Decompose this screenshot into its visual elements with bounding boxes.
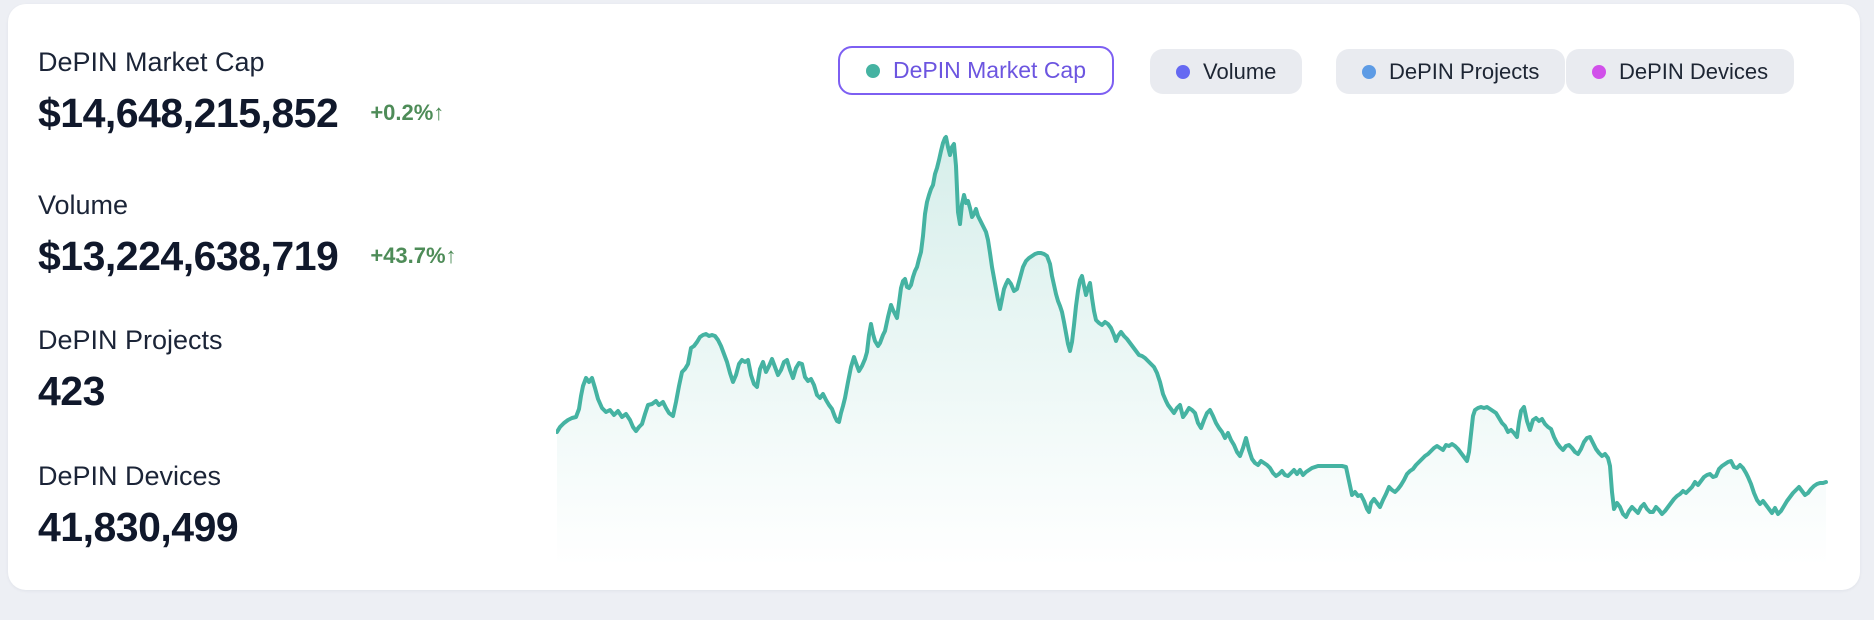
legend-button-devices-label: DePIN Devices [1619,58,1769,84]
volume-series-dot [1176,64,1190,79]
legend-button-projects[interactable]: DePIN Projects [1336,49,1566,94]
stat-projects-label: DePIN Projects [38,325,223,355]
stat-projects: DePIN Projects 423 [38,326,223,413]
stat-volume-label: Volume [38,190,129,220]
stat-volume: Volume $13,224,638,719 +43.7%↑ [38,191,457,278]
legend-button-market-cap[interactable]: DePIN Market Cap [838,46,1115,95]
projects-series-dot [1362,64,1376,79]
market-cap-area-chart[interactable] [556,102,1832,568]
legend-button-market-cap-label: DePIN Market Cap [893,57,1087,83]
legend-button-volume[interactable]: Volume [1150,49,1303,94]
legend-button-projects-label: DePIN Projects [1389,58,1540,84]
stat-devices-label: DePIN Devices [38,461,222,491]
chart-line [556,135,1828,519]
legend-button-volume-label: Volume [1203,58,1277,84]
devices-series-dot [1592,64,1606,79]
stat-market-cap-value: $14,648,215,852 [38,89,339,136]
stat-market-cap-label: DePIN Market Cap [38,47,265,77]
stat-volume-change: +43.7%↑ [370,243,457,269]
legend-button-devices[interactable]: DePIN Devices [1566,49,1795,94]
market-cap-series-dot [866,63,880,78]
stat-market-cap: DePIN Market Cap $14,648,215,852 +0.2%↑ [38,48,444,135]
chart-svg [556,135,1828,566]
stat-devices-value: 41,830,499 [38,503,239,550]
stat-volume-value: $13,224,638,719 [38,232,339,279]
stat-market-cap-change: +0.2%↑ [370,100,445,126]
market-overview-card: DePIN Market Cap $14,648,215,852 +0.2%↑ … [8,4,1860,590]
stat-devices: DePIN Devices 41,830,499 [38,461,239,550]
stat-projects-value: 423 [38,367,105,414]
chart-area-fill [557,137,1826,566]
